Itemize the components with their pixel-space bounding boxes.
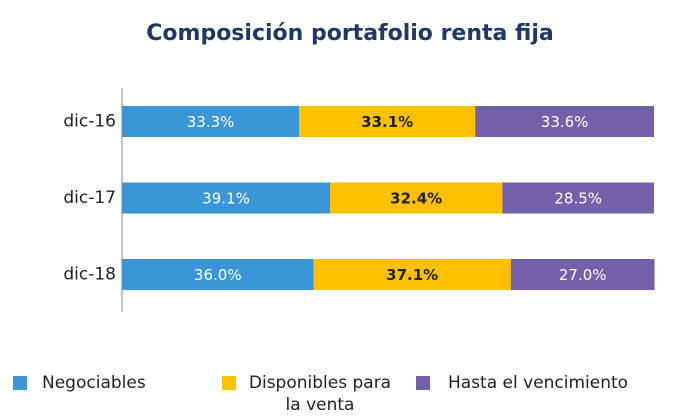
data-label: 37.1%: [386, 266, 438, 284]
data-label: 32.4%: [390, 190, 442, 208]
legend-swatch: [222, 376, 236, 390]
legend-swatch: [13, 376, 27, 390]
bar-segment: [313, 259, 511, 290]
legend-label: Negociables: [42, 373, 146, 393]
legend-label: Disponibles para la venta: [248, 373, 392, 415]
y-tick-label: dic-17: [63, 188, 116, 208]
legend-swatch: [416, 376, 430, 390]
data-label: 39.1%: [202, 190, 250, 208]
bar-segment: [299, 106, 476, 137]
y-tick-label: dic-16: [63, 112, 116, 132]
bar-segment: [510, 259, 655, 290]
data-label: 28.5%: [554, 190, 602, 208]
chart-title: Composición portafolio renta fija: [146, 21, 553, 46]
data-label: 36.0%: [194, 266, 242, 284]
data-label: 33.1%: [361, 113, 413, 131]
bar-segment: [122, 106, 300, 137]
data-label: 27.0%: [559, 266, 607, 284]
data-label: 33.3%: [187, 113, 235, 131]
bar-segment: [475, 106, 654, 137]
data-label: 33.6%: [541, 113, 589, 131]
legend-label: Hasta el vencimiento: [448, 373, 629, 393]
bar-segment: [330, 182, 503, 214]
bar-segment: [122, 259, 314, 290]
bar-segment: [502, 182, 654, 214]
bar-segment: [122, 182, 331, 214]
y-tick-label: dic-18: [63, 265, 116, 285]
